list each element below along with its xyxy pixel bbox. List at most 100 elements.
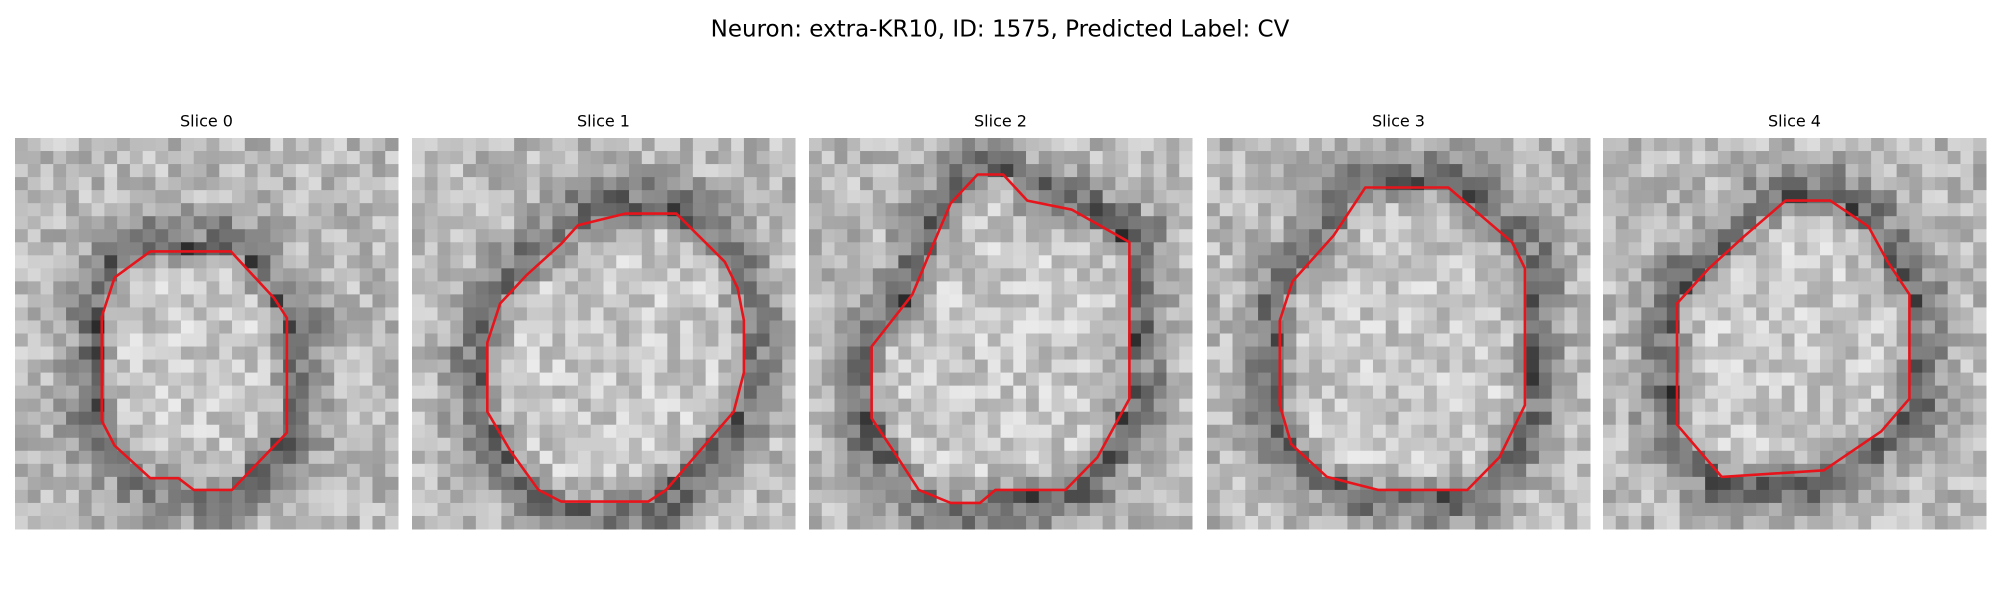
pixel (1960, 307, 1974, 321)
pixel (1424, 346, 1438, 361)
pixel (1513, 138, 1527, 152)
pixel (1219, 515, 1234, 530)
pixel (359, 229, 373, 243)
pixel (219, 138, 233, 152)
pixel (1219, 424, 1234, 439)
pixel (1219, 359, 1234, 374)
pixel (923, 294, 938, 308)
pixel (412, 242, 426, 256)
pixel (501, 281, 515, 295)
pixel (616, 138, 630, 152)
pixel (809, 255, 823, 269)
pixel (1449, 190, 1463, 204)
pixel (1179, 463, 1193, 478)
pixel (1245, 463, 1259, 478)
pixel (885, 437, 899, 452)
pixel (1615, 307, 1630, 321)
pixel (834, 177, 848, 191)
pixel (78, 177, 93, 191)
pixel (1807, 333, 1821, 348)
pixel (552, 190, 566, 204)
pixel (1922, 281, 1936, 295)
pixel (1858, 151, 1872, 165)
pixel (1934, 476, 1949, 491)
pixel (1717, 138, 1732, 152)
pixel (104, 151, 118, 165)
pixel (1883, 229, 1898, 243)
pixel (1449, 463, 1463, 478)
pixel (1564, 255, 1578, 269)
pixel (104, 346, 118, 361)
pixel (1666, 203, 1681, 217)
pixel (1309, 268, 1323, 282)
pixel (936, 372, 950, 387)
pixel (1717, 385, 1732, 400)
pixel (488, 489, 502, 504)
pixel (15, 333, 29, 348)
pixel (1334, 463, 1348, 478)
pixel (667, 502, 681, 517)
pixel (142, 502, 156, 517)
pixel (1500, 385, 1514, 400)
pixel (872, 164, 887, 178)
pixel (898, 281, 912, 295)
pixel (1321, 281, 1336, 295)
pixel (488, 476, 502, 491)
pixel (1705, 151, 1719, 165)
pixel (1717, 281, 1732, 295)
pixel (27, 281, 42, 295)
pixel (1179, 411, 1193, 426)
pixel (514, 398, 528, 413)
pixel (936, 424, 950, 439)
pixel (53, 424, 67, 439)
pixel (372, 424, 386, 439)
pixel (1973, 255, 1987, 269)
pixel (1270, 151, 1285, 165)
pixel (1641, 177, 1655, 191)
pixel (949, 502, 963, 517)
pixel (295, 489, 310, 504)
pixel (885, 385, 899, 400)
pixel (1807, 411, 1821, 426)
pixel (1705, 177, 1719, 191)
pixel (104, 268, 118, 282)
pixel (40, 333, 54, 348)
pixel (117, 489, 131, 504)
pixel (1922, 242, 1936, 256)
pixel (809, 268, 823, 282)
pixel (1360, 281, 1374, 295)
pixel (1820, 411, 1834, 426)
pixel (552, 177, 566, 191)
pixel (1807, 372, 1821, 387)
pixel (987, 463, 1001, 478)
pixel (40, 138, 54, 152)
pixel (629, 450, 643, 465)
pixel (718, 476, 732, 491)
pixel (1128, 450, 1142, 465)
pixel (1500, 320, 1514, 334)
pixel (1064, 450, 1078, 465)
pixel (1526, 242, 1540, 256)
pixel (1743, 359, 1757, 374)
pixel (962, 164, 976, 178)
pixel (15, 307, 29, 321)
pixel (1730, 138, 1744, 152)
pixel (206, 307, 220, 321)
pixel (1398, 424, 1412, 439)
pixel (295, 294, 310, 308)
pixel (936, 190, 950, 204)
pixel (1615, 502, 1630, 517)
pixel (1219, 281, 1234, 295)
pixel (40, 255, 54, 269)
pixel (295, 463, 310, 478)
pixel (1832, 385, 1847, 400)
pixel (1679, 268, 1693, 282)
pixel (1309, 229, 1323, 243)
pixel (821, 450, 836, 465)
pixel (1411, 489, 1425, 504)
pixel (1871, 411, 1885, 426)
pixel (1385, 502, 1399, 517)
pixel (437, 177, 451, 191)
pixel (1411, 242, 1425, 256)
pixel (987, 151, 1001, 165)
